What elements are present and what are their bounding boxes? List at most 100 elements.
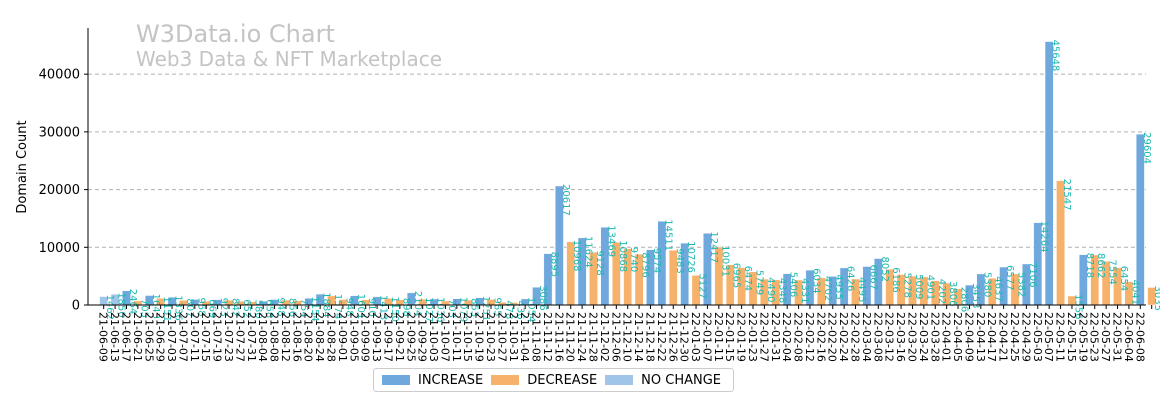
x-tick-label: 22-05-15: [1065, 312, 1078, 362]
x-tick-label: 22-04-29: [1019, 312, 1032, 362]
x-tick-label: 21-07-07: [176, 312, 189, 362]
data-label: 807: [184, 298, 195, 317]
x-tick-label: 22-03-12: [883, 312, 896, 362]
x-tick-label: 21-07-19: [211, 312, 224, 362]
data-label: 5278: [902, 273, 913, 298]
x-tick-label: 22-03-04: [860, 312, 873, 362]
x-tick-label: 21-07-23: [222, 312, 235, 362]
data-label: 2806: [959, 287, 970, 312]
x-tick-label: 21-12-02: [598, 312, 611, 362]
x-tick-label: 22-06-04: [1122, 312, 1135, 362]
data-label: 658: [264, 299, 275, 318]
x-tick-label: 21-10-19: [473, 312, 486, 362]
data-label: 1151: [161, 296, 172, 321]
x-tick-label: 21-12-26: [666, 312, 679, 362]
data-label: 853: [469, 298, 480, 317]
x-tick-label: 21-10-07: [438, 312, 451, 362]
data-label: 6426: [845, 266, 856, 291]
data-label: 1413: [378, 295, 389, 320]
legend-item-no-change: NO CHANGE: [605, 373, 721, 388]
data-label: 652: [241, 299, 252, 318]
x-tick-label: 21-12-18: [643, 312, 656, 362]
data-label: 10968: [571, 240, 582, 272]
data-label: 10868: [617, 240, 628, 272]
data-label: 948: [275, 298, 286, 317]
data-label: 703: [446, 299, 457, 318]
x-tick-label: 21-07-03: [165, 312, 178, 362]
x-tick-label: 22-05-03: [1031, 312, 1044, 362]
x-tick-label: 22-01-27: [757, 312, 770, 362]
x-tick-label: 21-09-05: [347, 312, 360, 362]
x-tick-label: 21-11-16: [552, 312, 565, 362]
x-tick-label: 22-05-11: [1054, 312, 1067, 362]
x-tick-label: 22-04-13: [974, 312, 987, 362]
data-label: 1027: [423, 297, 434, 322]
data-labels: 1462 1850 2464 705 1643 1151 1336 807 958 669 923 8…: [104, 40, 1160, 323]
y-tick-label: 10000: [39, 241, 80, 256]
data-label: 1054: [526, 297, 537, 322]
data-label: 9574: [651, 248, 662, 273]
x-tick-label: 22-03-28: [928, 312, 941, 362]
data-label: 6034: [810, 268, 821, 293]
data-label: 1601: [355, 294, 366, 319]
x-tick-label: 22-03-20: [905, 312, 918, 362]
data-label: 10031: [719, 245, 730, 277]
x-tick-label: 21-08-16: [290, 312, 303, 362]
x-tick-label: 21-10-27: [495, 312, 508, 362]
x-tick-label: 21-09-25: [404, 312, 417, 362]
legend-label-decrease: DECREASE: [527, 372, 598, 388]
y-tick-labels: 0 10000 20000 30000 40000: [39, 68, 80, 314]
x-tick-label: 21-06-09: [97, 312, 110, 362]
data-label: 4702: [822, 276, 833, 301]
data-label: 8662: [1095, 253, 1106, 278]
x-tick-label: 21-08-24: [313, 312, 326, 362]
data-label: 5406: [788, 272, 799, 297]
x-tick-label: 21-12-10: [621, 312, 634, 362]
x-tick-label: 22-04-09: [962, 312, 975, 362]
axes: [84, 28, 1153, 309]
data-label: 669: [207, 299, 218, 318]
x-tick-label: 22-01-23: [746, 312, 759, 362]
x-tick-label: 21-06-13: [108, 312, 121, 362]
data-label: 9740: [628, 247, 639, 272]
x-tick-label: 22-05-19: [1076, 312, 1089, 362]
x-tick-label: 21-12-30: [678, 312, 691, 362]
x-tick-label: 21-09-13: [370, 312, 383, 362]
data-label: 1462: [104, 295, 115, 320]
data-label: 4495: [856, 277, 867, 302]
data-label: 856: [286, 298, 297, 317]
x-tick-label: 22-01-31: [769, 312, 782, 362]
x-tick-label: 21-07-11: [188, 312, 201, 362]
data-label: 5127: [697, 273, 708, 298]
x-tick-label: 21-11-20: [564, 312, 577, 362]
data-label: 965: [492, 297, 503, 316]
legend-swatch-increase: [382, 375, 410, 385]
x-tick-label: 21-09-09: [359, 312, 372, 362]
legend: INCREASE DECREASE NO CHANGE: [373, 368, 735, 392]
data-label: 8895: [548, 252, 559, 277]
data-label: 4202: [936, 279, 947, 304]
x-tick-label: 21-06-21: [131, 312, 144, 362]
data-label: 1574: [332, 294, 343, 319]
x-tick-label: 21-11-12: [541, 312, 554, 362]
data-label: 14511: [662, 219, 673, 251]
x-tick-label: 22-01-07: [700, 312, 713, 362]
data-label: 910: [366, 298, 377, 317]
data-label: 11624: [583, 236, 594, 268]
x-tick-label: 21-08-04: [256, 312, 269, 362]
x-tick-label: 21-10-23: [484, 312, 497, 362]
x-tick-label: 22-04-21: [997, 312, 1010, 362]
data-label: 1150: [389, 296, 400, 321]
data-label: 14264: [1038, 221, 1049, 253]
watermark-subtitle: Web3 Data & NFT Marketplace: [136, 47, 442, 71]
data-label: 8796: [640, 252, 651, 277]
x-tick-label: 21-08-20: [302, 312, 315, 362]
data-label: 6667: [867, 265, 878, 290]
x-tick-label: 22-04-25: [1008, 312, 1021, 362]
x-tick-label: 21-08-08: [268, 312, 281, 362]
data-label: 478: [503, 300, 514, 319]
data-label: 1643: [150, 294, 161, 319]
x-tick-label: 21-11-04: [518, 312, 531, 362]
x-tick-labels: 21-06-0921-06-1321-06-1721-06-2121-06-25…: [97, 312, 1147, 362]
x-tick-label: 21-07-15: [199, 312, 212, 362]
